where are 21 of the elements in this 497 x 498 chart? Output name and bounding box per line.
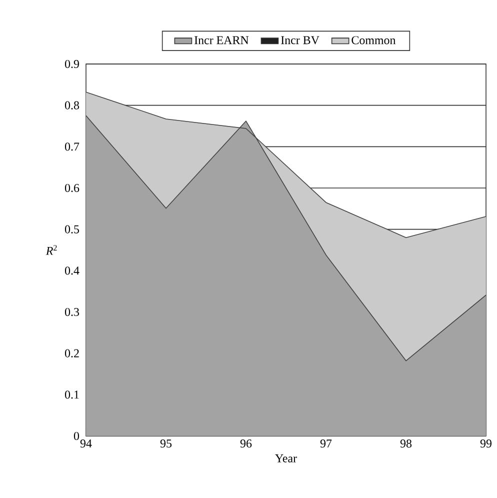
y-axis-title: R$^{2}$ — [46, 245, 57, 255]
y-tick-label: 0.3 — [64, 308, 80, 316]
y-tick-label: 0.1 — [64, 390, 79, 399]
y-tick-label: 0.8 — [64, 101, 80, 110]
x-tick-label: 96 — [240, 440, 252, 448]
x-tick-label: 98 — [400, 440, 412, 448]
x-tick-label: 94 — [80, 440, 92, 448]
x-tick-label: 97 — [320, 440, 332, 448]
y-tick-label: 0.4 — [64, 266, 80, 275]
y-tick-label: 0.7 — [64, 142, 80, 151]
y-tick-label: 0.5 — [64, 225, 80, 234]
x-tick-label: 99 — [480, 440, 492, 448]
legend-label: Incr BV — [281, 36, 320, 44]
legend-label: Incr EARN — [194, 36, 249, 44]
y-tick-label: 0.9 — [64, 60, 79, 68]
x-tick-label: 95 — [160, 440, 172, 448]
legend-label: Common — [352, 36, 396, 44]
y-tick-label: 0.2 — [64, 349, 79, 358]
y-tick-label: 0.6 — [64, 184, 80, 192]
x-axis-title: Year — [275, 454, 297, 462]
y-tick-label: 0 — [74, 432, 80, 440]
